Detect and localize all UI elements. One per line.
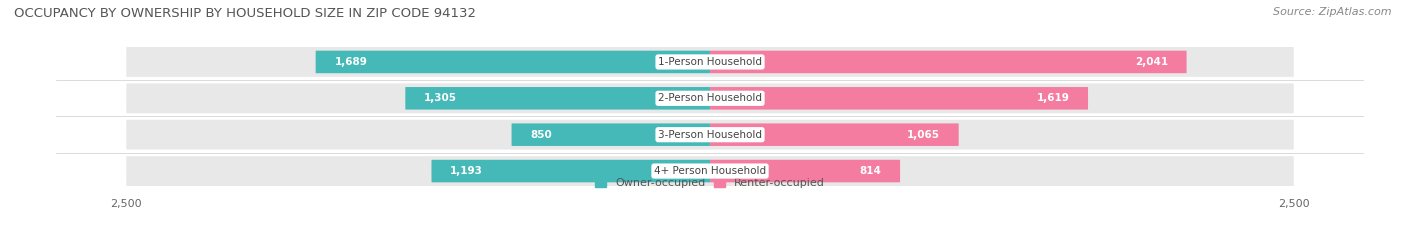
FancyBboxPatch shape [405, 87, 710, 110]
Text: 1,689: 1,689 [335, 57, 367, 67]
Text: Source: ZipAtlas.com: Source: ZipAtlas.com [1274, 7, 1392, 17]
FancyBboxPatch shape [127, 83, 1294, 113]
Text: 2-Person Household: 2-Person Household [658, 93, 762, 103]
FancyBboxPatch shape [710, 123, 959, 146]
Text: 3-Person Household: 3-Person Household [658, 130, 762, 140]
Text: 814: 814 [859, 166, 882, 176]
Text: 1,619: 1,619 [1036, 93, 1070, 103]
Text: 1,065: 1,065 [907, 130, 941, 140]
FancyBboxPatch shape [316, 51, 710, 73]
Text: OCCUPANCY BY OWNERSHIP BY HOUSEHOLD SIZE IN ZIP CODE 94132: OCCUPANCY BY OWNERSHIP BY HOUSEHOLD SIZE… [14, 7, 477, 20]
FancyBboxPatch shape [127, 120, 1294, 150]
FancyBboxPatch shape [710, 87, 1088, 110]
Legend: Owner-occupied, Renter-occupied: Owner-occupied, Renter-occupied [595, 178, 825, 188]
FancyBboxPatch shape [432, 160, 710, 182]
FancyBboxPatch shape [710, 51, 1187, 73]
Text: 1-Person Household: 1-Person Household [658, 57, 762, 67]
FancyBboxPatch shape [710, 160, 900, 182]
Text: 1,305: 1,305 [425, 93, 457, 103]
FancyBboxPatch shape [512, 123, 710, 146]
Text: 1,193: 1,193 [450, 166, 484, 176]
Text: 4+ Person Household: 4+ Person Household [654, 166, 766, 176]
FancyBboxPatch shape [127, 156, 1294, 186]
FancyBboxPatch shape [127, 47, 1294, 77]
Text: 850: 850 [530, 130, 553, 140]
Text: 2,041: 2,041 [1135, 57, 1168, 67]
